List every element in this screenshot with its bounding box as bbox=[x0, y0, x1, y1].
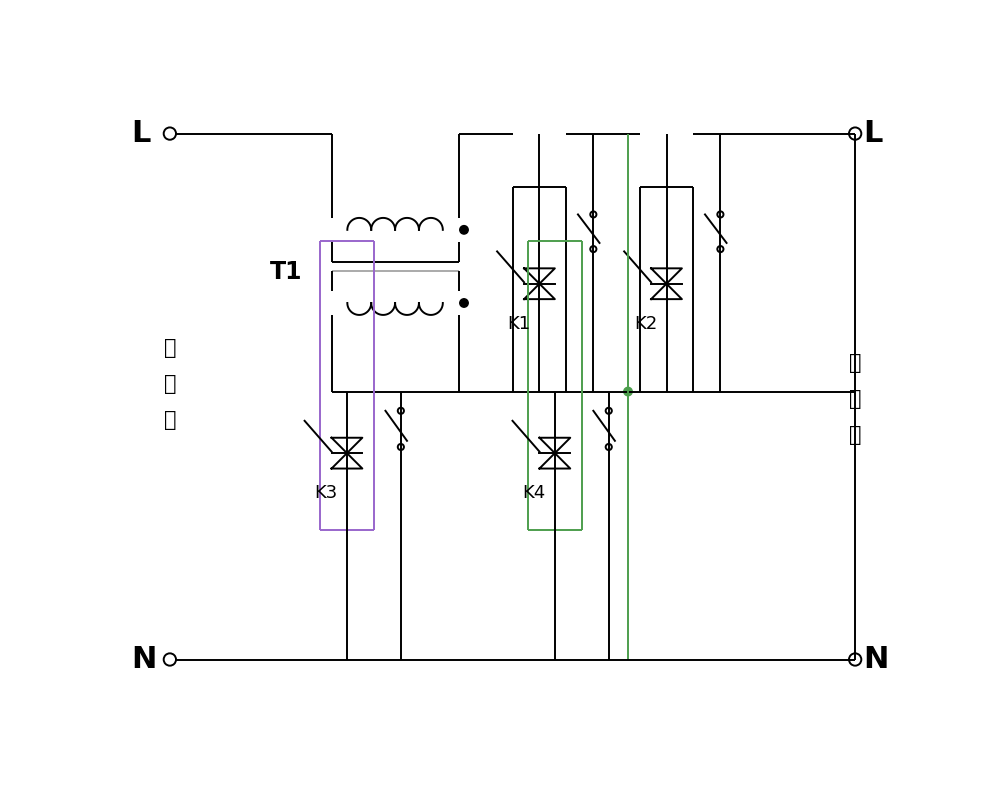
Circle shape bbox=[460, 226, 468, 234]
Text: N: N bbox=[863, 645, 888, 674]
Circle shape bbox=[460, 299, 468, 307]
Text: 输
入
端: 输 入 端 bbox=[164, 338, 176, 430]
Text: K4: K4 bbox=[523, 484, 546, 502]
Text: K3: K3 bbox=[315, 484, 338, 502]
Text: N: N bbox=[131, 645, 157, 674]
Text: L: L bbox=[863, 119, 882, 148]
Text: K1: K1 bbox=[507, 314, 530, 332]
Text: T1: T1 bbox=[270, 260, 302, 285]
Text: 输
出
端: 输 出 端 bbox=[849, 353, 861, 445]
Text: K2: K2 bbox=[634, 314, 657, 332]
Text: L: L bbox=[131, 119, 151, 148]
Circle shape bbox=[624, 387, 632, 396]
